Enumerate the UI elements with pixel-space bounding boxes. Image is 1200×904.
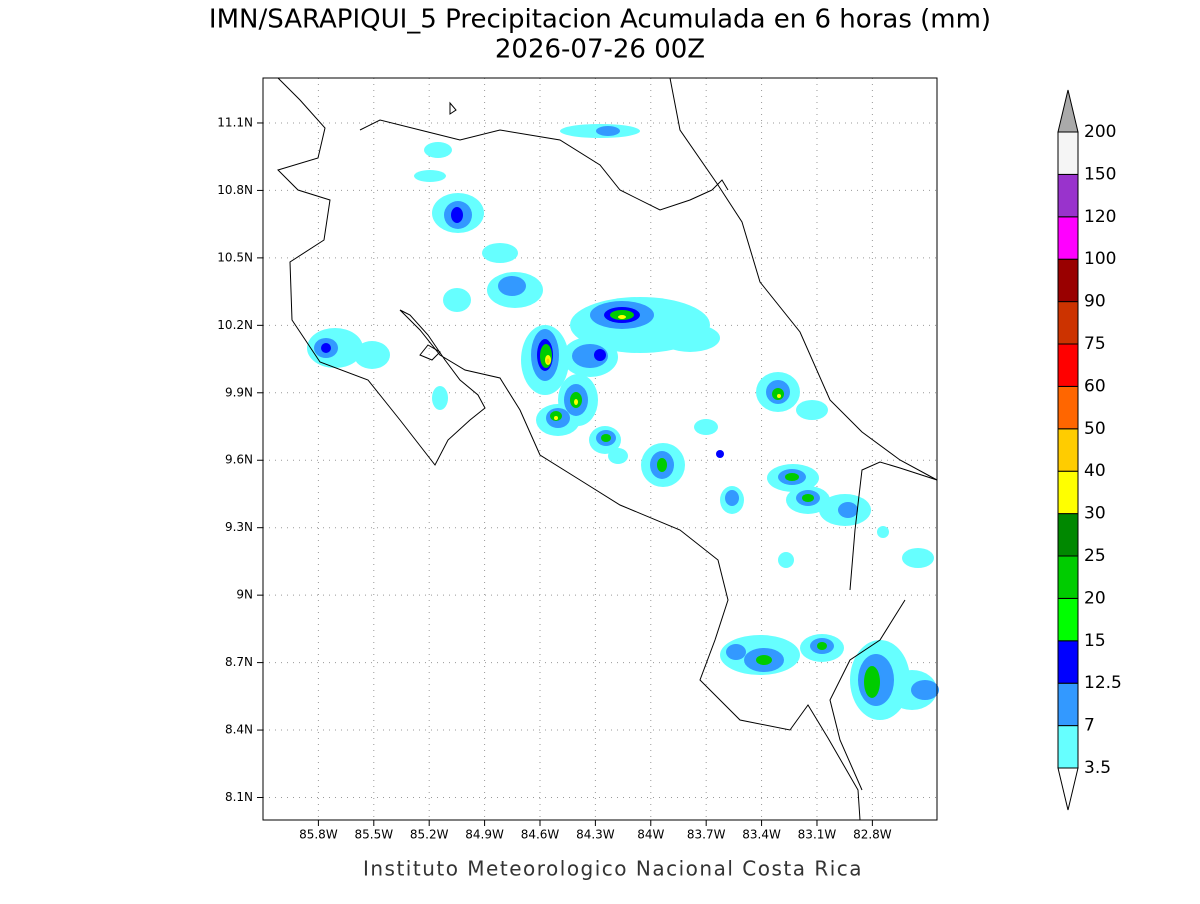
colorbar-label: 30 xyxy=(1084,504,1106,524)
colorbar-label: 7 xyxy=(1084,716,1095,736)
title: IMN/SARAPIQUI_5 Precipitacion Acumulada … xyxy=(209,5,991,35)
x-tick-label: 84.9W xyxy=(465,828,504,842)
colorbar-box xyxy=(1057,216,1079,260)
colorbar-label: 25 xyxy=(1084,546,1106,566)
y-tick-label: 9.6N xyxy=(225,453,253,467)
colorbar-label: 150 xyxy=(1084,164,1116,184)
colorbar-box xyxy=(1057,597,1079,642)
x-tick-label: 83.7W xyxy=(687,828,726,842)
colorbar-box xyxy=(1057,640,1079,684)
colorbar-box xyxy=(1057,428,1079,472)
y-tick-label: 9.9N xyxy=(225,385,253,399)
x-tick-label: 85.8W xyxy=(299,828,338,842)
y-tick-label: 8.1N xyxy=(225,790,253,804)
colorbar-extend-high xyxy=(1057,89,1079,133)
precip-fields xyxy=(307,124,939,720)
y-tick-label: 8.7N xyxy=(225,655,253,669)
colorbar-box xyxy=(1057,682,1079,727)
x-tick-label: 85.5W xyxy=(354,828,393,842)
colorbar-box xyxy=(1057,343,1079,387)
x-tick-label: 84.3W xyxy=(576,828,615,842)
colorbar-label: 75 xyxy=(1084,334,1106,354)
y-tick-label: 10.5N xyxy=(217,250,253,264)
x-tick-label: 85.2W xyxy=(410,828,449,842)
colorbar-box xyxy=(1057,173,1079,218)
x-tick-label: 84.6W xyxy=(521,828,560,842)
y-tick-label: 8.4N xyxy=(225,723,253,737)
map-frame xyxy=(262,77,938,821)
colorbar-box xyxy=(1057,385,1079,430)
colorbar-box xyxy=(1057,555,1079,599)
coastline xyxy=(277,77,938,821)
y-tick-label: 9.3N xyxy=(225,520,253,534)
colorbar-box xyxy=(1057,725,1079,769)
colorbar-box xyxy=(1057,470,1079,515)
footer: Instituto Meteorologico Nacional Costa R… xyxy=(363,857,863,881)
colorbar-label: 3.5 xyxy=(1084,758,1111,778)
colorbar-box xyxy=(1057,513,1079,557)
colorbar-box xyxy=(1057,301,1079,345)
colorbar-label: 60 xyxy=(1084,376,1106,396)
colorbar-box xyxy=(1057,131,1079,175)
y-tick-label: 9N xyxy=(236,588,253,602)
colorbar-label: 40 xyxy=(1084,461,1106,481)
y-tick-label: 10.8N xyxy=(217,183,253,197)
x-tick-label: 84W xyxy=(637,828,664,842)
x-tick-label: 83.4W xyxy=(742,828,781,842)
y-tick-label: 11.1N xyxy=(217,115,253,129)
colorbar-label: 12.5 xyxy=(1084,673,1122,693)
colorbar-label: 200 xyxy=(1084,122,1116,142)
colorbar-label: 90 xyxy=(1084,292,1106,312)
x-tick-label: 83.1W xyxy=(798,828,837,842)
colorbar-label: 15 xyxy=(1084,631,1106,651)
colorbar-label: 100 xyxy=(1084,249,1116,269)
subtitle: 2026-07-26 00Z xyxy=(495,35,705,65)
colorbar-label: 20 xyxy=(1084,588,1106,608)
colorbar: 3.5 7 12.5 15 20 25 30 40 50 60 75 90 100 120 150 200 xyxy=(1057,89,1122,811)
x-tick-label: 82.8W xyxy=(853,828,892,842)
colorbar-box xyxy=(1057,258,1079,303)
colorbar-label: 50 xyxy=(1084,419,1106,439)
ticks: 85.8W 85.5W 85.2W 84.9W 84.6W 84.3W 84W 83.7W 83… xyxy=(217,115,891,841)
colorbar-extend-low xyxy=(1057,767,1079,811)
colorbar-label: 120 xyxy=(1084,207,1116,227)
y-tick-label: 10.2N xyxy=(217,318,253,332)
